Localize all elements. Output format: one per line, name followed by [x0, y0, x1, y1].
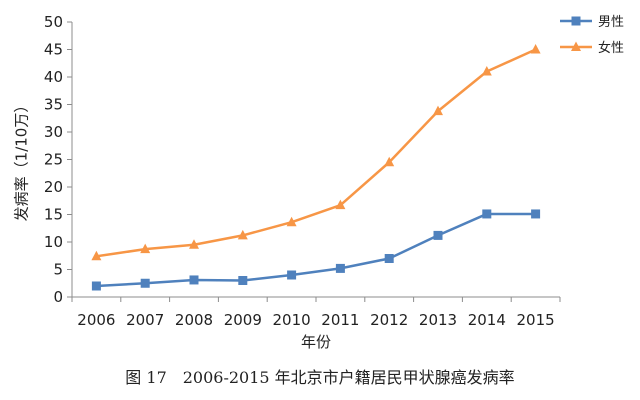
x-tick-label: 2013 — [419, 311, 457, 329]
axes — [67, 21, 561, 302]
y-tick-label: 10 — [44, 233, 63, 251]
data-point — [189, 239, 199, 249]
tick-labels: 0 5 10 15 20 25 30 35 40 45 50 2006 2007 2008 2009 2010… — [44, 13, 555, 329]
data-point — [571, 16, 581, 26]
data-point — [481, 66, 492, 76]
y-axis-title: 发病率（1/10万） — [13, 98, 31, 222]
data-point — [287, 270, 297, 280]
x-tick-label: 2007 — [126, 311, 164, 329]
y-tick-label: 50 — [44, 13, 63, 31]
data-point — [140, 278, 150, 288]
y-tick-label: 30 — [44, 123, 63, 141]
data-point — [286, 216, 297, 227]
x-tick-label: 2010 — [273, 311, 311, 329]
x-tick-label: 2014 — [468, 311, 506, 329]
legend-item: 男性 — [560, 15, 624, 30]
x-tick-label: 2006 — [77, 311, 115, 329]
data-point — [384, 254, 394, 263]
legend-label: 女性 — [598, 40, 624, 56]
series-line — [96, 212, 536, 288]
data-point — [91, 281, 101, 291]
x-axis-title: 年份 — [301, 333, 331, 351]
y-tick-label: 35 — [44, 96, 63, 114]
data-point — [433, 230, 443, 240]
data-point — [140, 243, 151, 254]
series-line — [96, 48, 537, 258]
legend-item: 女性 — [560, 40, 624, 56]
y-tick-label: 40 — [44, 68, 63, 86]
y-tick-label: 45 — [44, 41, 63, 59]
legend-label: 男性 — [598, 15, 624, 30]
data-point — [530, 44, 541, 54]
data-point — [482, 209, 492, 219]
series-layer — [91, 44, 541, 291]
data-point — [335, 263, 345, 273]
data-point — [237, 229, 248, 240]
series-1 — [91, 209, 541, 291]
y-tick-label: 20 — [44, 178, 63, 196]
data-point — [384, 156, 395, 167]
series-2 — [91, 44, 541, 261]
y-tick-label: 25 — [44, 151, 63, 169]
x-tick-label: 2012 — [370, 311, 408, 329]
x-tick-label: 2009 — [224, 311, 262, 329]
data-point — [571, 41, 581, 51]
data-point — [335, 199, 346, 210]
y-tick-label: 5 — [53, 261, 63, 279]
line-chart: 0 5 10 15 20 25 30 35 40 45 50 2006 2007 2008 2009 2010… — [13, 13, 625, 351]
data-point — [238, 276, 248, 285]
y-tick-label: 0 — [53, 288, 63, 306]
figure-caption: 图 17 2006-2015 年北京市户籍居民甲状腺癌发病率 — [125, 368, 515, 387]
data-point — [189, 275, 199, 285]
data-point — [433, 105, 443, 116]
x-tick-label: 2011 — [321, 311, 359, 329]
data-point — [91, 250, 102, 261]
y-tick-label: 15 — [44, 206, 63, 224]
x-tick-label: 2008 — [175, 311, 213, 329]
data-point — [531, 209, 541, 219]
x-tick-label: 2015 — [517, 311, 555, 329]
